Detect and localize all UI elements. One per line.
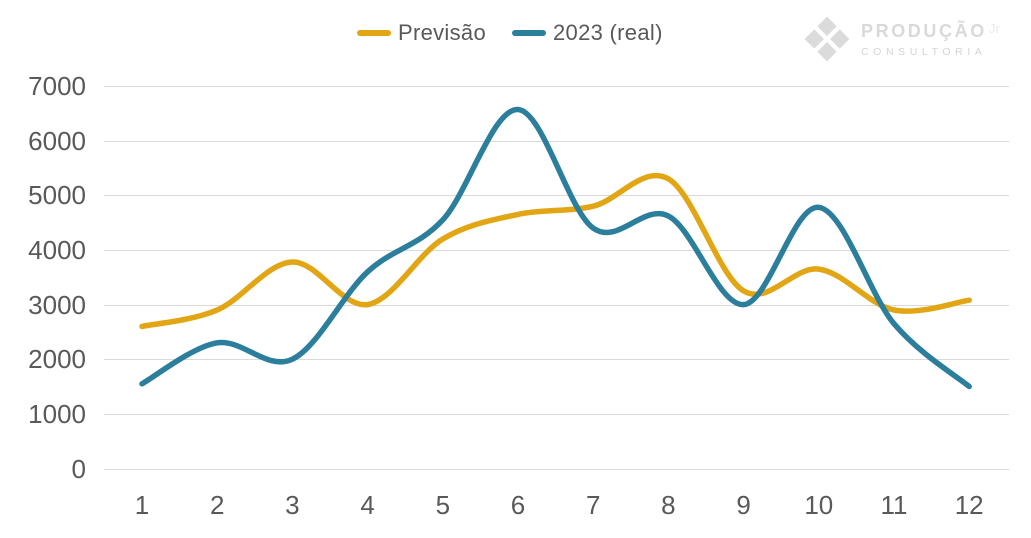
legend-label-previsao: Previsão [398, 20, 486, 45]
legend-item-2023-real: 2023 (real) [512, 20, 663, 46]
legend-item-previsao: Previsão [357, 20, 486, 46]
y-axis-tick-label-6000: 6000 [28, 125, 86, 156]
y-axis-tick-label-4000: 4000 [28, 234, 86, 265]
producao-jr-diamond-icon [804, 16, 850, 62]
x-axis-tick-label-3: 3 [285, 490, 300, 520]
y-axis-tick-label-2000: 2000 [28, 344, 86, 375]
y-axis-tick-label-1000: 1000 [28, 398, 86, 429]
y-axis-tick-label-7000: 7000 [28, 71, 86, 102]
series-line-previs-o [139, 173, 972, 330]
x-axis-tick-label-7: 7 [585, 490, 601, 520]
x-axis-tick-label-9: 9 [736, 490, 751, 520]
logo-suffix: Jr [988, 20, 1000, 36]
x-axis-tick-label-4: 4 [360, 490, 375, 520]
x-axis-tick-label-12: 12 [954, 490, 984, 520]
logo-subtitle: consultoria [861, 45, 987, 58]
x-axis-tick-label-2: 2 [209, 490, 225, 520]
y-axis-tick-label-0: 0 [71, 453, 86, 484]
producao-jr-logo: Produção Jr consultoria [804, 15, 1000, 63]
logo-name: Produção [861, 20, 987, 41]
y-axis-tick-label-5000: 5000 [28, 180, 86, 211]
x-axis-tick-label-11: 11 [880, 490, 908, 520]
x-axis-tick-label-5: 5 [435, 490, 451, 520]
series-line-2023-real [139, 106, 972, 390]
legend-label-2023-real: 2023 (real) [553, 20, 663, 45]
real-line-swatch-icon [512, 30, 546, 36]
y-axis-tick-label-3000: 3000 [28, 289, 86, 320]
previsao-line-swatch-icon [357, 30, 391, 36]
logo-text-block: Produção Jr consultoria [861, 21, 1000, 58]
chart-legend: Previsão 2023 (real) [357, 20, 663, 46]
x-axis-tick-label-1: 1 [134, 490, 150, 520]
x-axis-tick-label-6: 6 [510, 490, 526, 520]
x-axis-tick-label-8: 8 [661, 490, 676, 520]
x-axis-tick-label-10: 10 [804, 490, 834, 520]
